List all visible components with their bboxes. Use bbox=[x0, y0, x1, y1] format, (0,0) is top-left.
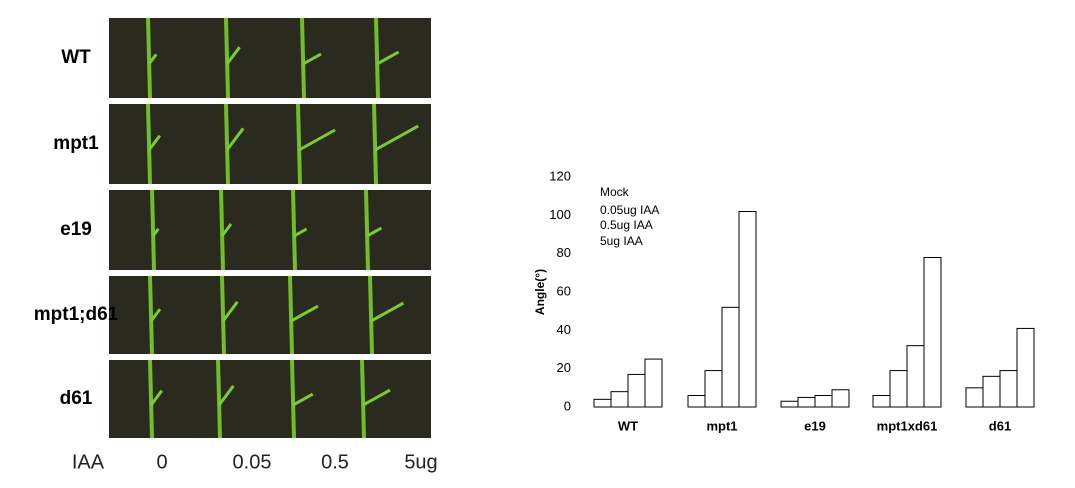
seedling-leaf bbox=[374, 124, 419, 152]
seedling-leaf bbox=[225, 46, 241, 65]
seedling-leaf bbox=[221, 300, 239, 323]
seedling-stem bbox=[146, 103, 152, 185]
row-label: d61 bbox=[60, 388, 93, 409]
legend-entry: 5ug IAA bbox=[600, 234, 643, 248]
seedling-leaf bbox=[362, 388, 391, 407]
photo-panel bbox=[109, 276, 431, 354]
bar bbox=[610, 391, 629, 408]
y-tick-label: 80 bbox=[557, 245, 571, 260]
seedling-stem bbox=[290, 359, 296, 439]
x-tick-label: mpt1xd61 bbox=[877, 418, 938, 433]
bar bbox=[687, 395, 706, 408]
legend-entry: 0.5ug IAA bbox=[600, 218, 653, 232]
seedling-leaf bbox=[366, 226, 383, 238]
bar bbox=[889, 370, 908, 408]
seedling-leaf bbox=[293, 227, 308, 238]
photo-panel bbox=[109, 18, 431, 98]
x-tick-label: mpt1 bbox=[706, 418, 737, 433]
column-label: 0 bbox=[156, 451, 167, 473]
seedling-stem bbox=[220, 275, 226, 355]
seedling-stem bbox=[374, 17, 380, 99]
row-label: WT bbox=[61, 47, 91, 68]
bar bbox=[965, 387, 984, 408]
y-axis-label: Angle(°) bbox=[533, 269, 547, 315]
row-label: mpt1 bbox=[53, 133, 99, 154]
seedling-stem bbox=[300, 17, 306, 99]
legend-entry: 0.05ug IAA bbox=[600, 203, 659, 217]
row-label: e19 bbox=[60, 219, 92, 240]
bar bbox=[982, 375, 1001, 408]
row-label: mpt1;d61 bbox=[34, 304, 119, 325]
seedling-leaf bbox=[370, 301, 405, 323]
y-tick-label: 120 bbox=[549, 168, 571, 183]
seedling-stem bbox=[368, 275, 374, 355]
seedling-stem bbox=[219, 189, 225, 271]
seedling-leaf bbox=[149, 308, 162, 323]
bar bbox=[999, 370, 1018, 408]
seedling-stem bbox=[372, 103, 378, 185]
bar bbox=[831, 389, 850, 408]
y-tick-label: 60 bbox=[557, 283, 571, 298]
column-label: IAA bbox=[72, 451, 105, 473]
seedling-stem bbox=[360, 359, 366, 439]
seedling-stem bbox=[224, 103, 230, 185]
seedling-leaf bbox=[376, 50, 400, 66]
legend-entry: Mock bbox=[600, 185, 630, 199]
seedling-leaf bbox=[147, 53, 158, 65]
seedling-leaf bbox=[149, 389, 164, 407]
seedling-stem bbox=[364, 189, 370, 271]
bar bbox=[644, 358, 663, 408]
seedling-leaf bbox=[220, 223, 233, 237]
seedling-leaf bbox=[302, 52, 322, 66]
seedling-stem bbox=[148, 275, 154, 355]
bar bbox=[738, 211, 757, 408]
seedling-stem bbox=[296, 103, 302, 185]
seedling-leaf bbox=[290, 304, 319, 323]
column-label: 0.5 bbox=[321, 451, 349, 473]
bar bbox=[721, 306, 740, 408]
x-tick-label: e19 bbox=[804, 418, 826, 433]
seedling-leaf bbox=[225, 127, 245, 151]
y-tick-label: 40 bbox=[557, 322, 571, 337]
bar bbox=[797, 396, 816, 408]
seedling-leaf bbox=[151, 227, 160, 237]
bar bbox=[704, 370, 723, 408]
bar bbox=[906, 345, 925, 408]
seedling-stem bbox=[288, 275, 294, 355]
bar bbox=[1016, 327, 1035, 408]
seedling-leaf bbox=[147, 134, 162, 151]
bar bbox=[814, 395, 833, 408]
seedling-leaf bbox=[298, 128, 336, 152]
bar bbox=[872, 395, 891, 408]
x-tick-label: d61 bbox=[989, 418, 1011, 433]
bar bbox=[780, 400, 799, 408]
seedling-leaf bbox=[217, 384, 235, 407]
seedling-stem bbox=[146, 17, 152, 99]
bar bbox=[923, 257, 942, 408]
bar bbox=[627, 373, 646, 408]
seedling-stem bbox=[224, 17, 230, 99]
column-label: 0.05 bbox=[233, 451, 272, 473]
seedling-stem bbox=[150, 189, 156, 271]
seedling-leaf bbox=[292, 392, 314, 407]
y-tick-label: 100 bbox=[549, 207, 571, 222]
x-tick-label: WT bbox=[618, 418, 638, 433]
column-label: 5ug bbox=[404, 451, 437, 473]
seedling-stem bbox=[216, 359, 222, 439]
photo-panel bbox=[109, 104, 431, 184]
y-tick-label: 20 bbox=[557, 360, 571, 375]
seedling-stem bbox=[148, 359, 154, 439]
seedling-stem bbox=[291, 189, 297, 271]
photo-panel bbox=[109, 360, 431, 438]
y-tick-label: 0 bbox=[564, 398, 571, 413]
bar bbox=[593, 398, 612, 408]
